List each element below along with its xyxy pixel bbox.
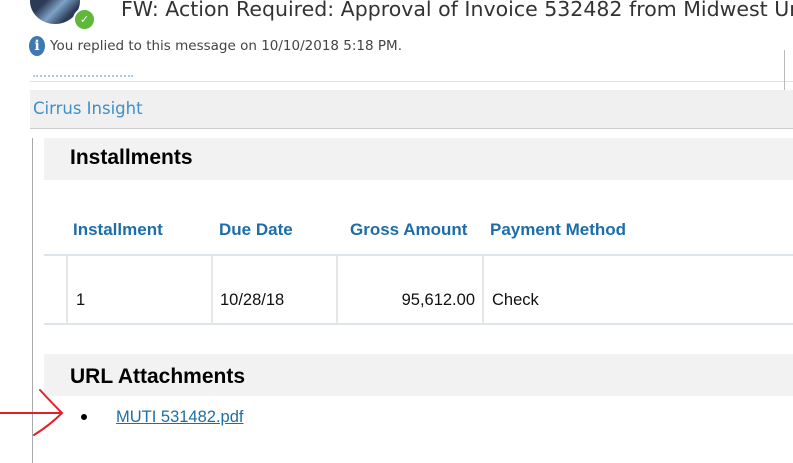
replied-info-text: You replied to this message on 10/10/201… <box>50 38 402 54</box>
addin-bar <box>30 90 793 129</box>
table-cell-border <box>482 256 484 324</box>
cirrus-insight-link[interactable]: Cirrus Insight <box>33 99 143 118</box>
table-cell-border <box>66 256 68 324</box>
table-row-border <box>44 254 793 256</box>
attachments-title: URL Attachments <box>70 365 246 388</box>
attachments-header-bar <box>44 354 793 396</box>
attachment-link[interactable]: MUTI 531482.pdf <box>116 408 244 426</box>
quote-border <box>32 138 33 463</box>
divider <box>30 81 793 82</box>
cell-due-date: 10/28/18 <box>220 291 285 309</box>
column-header-payment-method: Payment Method <box>490 220 627 239</box>
cell-installment: 1 <box>76 291 86 309</box>
presence-check-icon: ✓ <box>73 8 96 31</box>
table-cell-border <box>336 256 338 324</box>
column-header-due-date: Due Date <box>219 220 293 239</box>
installments-header-bar <box>44 138 793 180</box>
table-cell-border <box>211 256 213 324</box>
installments-title: Installments <box>70 146 193 169</box>
cell-payment-method: Check <box>492 291 539 309</box>
cell-gross-amount: 95,612.00 <box>401 291 475 309</box>
divider <box>784 50 785 90</box>
red-arrow-icon <box>0 389 64 436</box>
message-subject: FW: Action Required: Approval of Invoice… <box>121 0 793 21</box>
clipped-text <box>33 75 133 81</box>
info-icon: i <box>29 36 45 56</box>
bullet-icon <box>81 414 87 420</box>
table-row-border <box>44 323 793 325</box>
column-header-gross-amount: Gross Amount <box>350 220 468 239</box>
column-header-installment: Installment <box>73 220 163 239</box>
